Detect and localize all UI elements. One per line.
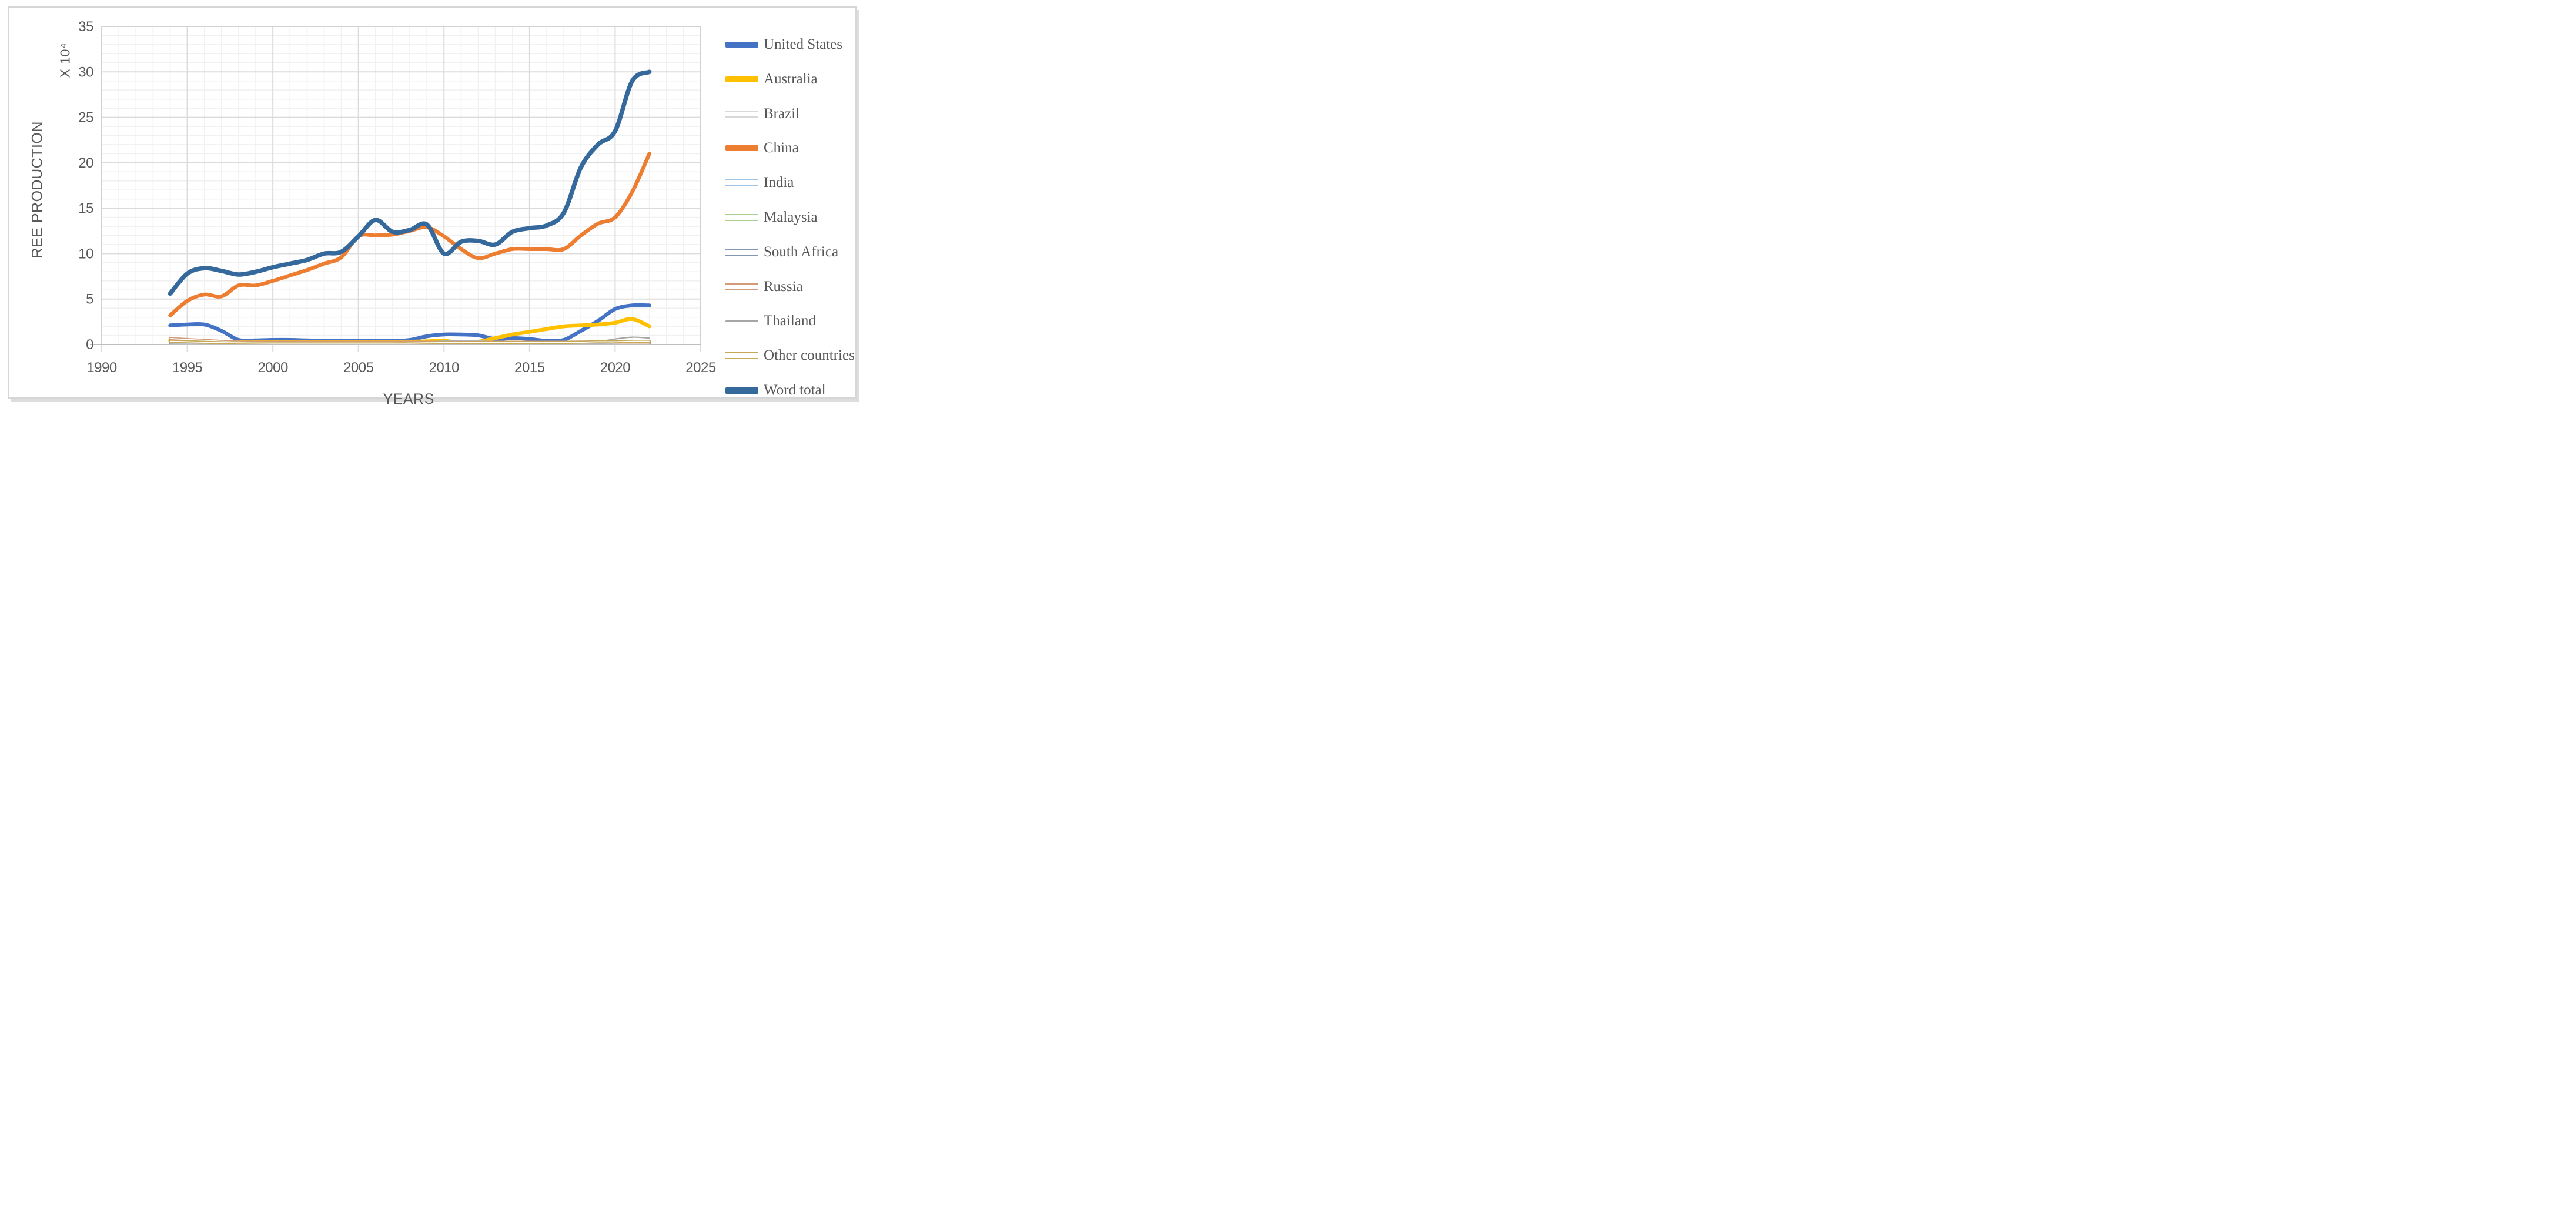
x-tick-label: 2010 — [429, 360, 460, 376]
legend-label-china: China — [764, 140, 799, 156]
y-tick-label: 25 — [78, 110, 93, 126]
screenshot-canvas: 1990 1995 2000 2005 2010 2015 2020 2025 0 5 10 15 20… — [0, 0, 859, 407]
legend-label-united-states: United States — [764, 36, 843, 52]
legend-label-thailand: Thailand — [764, 313, 816, 329]
series-line-core-other-countries — [170, 340, 650, 344]
series-line-word-total — [168, 69, 652, 296]
legend-item-brazil: Brazil — [725, 103, 799, 125]
y-tick-label: 15 — [78, 200, 93, 216]
legend-label-australia: Australia — [764, 71, 818, 87]
legend-item-thailand: Thailand — [725, 310, 816, 332]
legend-item-malaysia: Malaysia — [725, 207, 818, 228]
legend-swatch-china — [725, 145, 758, 152]
legend-item-united-states: United States — [725, 34, 842, 55]
legend-item-australia: Australia — [725, 69, 818, 90]
y-axis-title: REE PRODUCTION — [29, 121, 46, 259]
legend-item-china: China — [725, 138, 799, 159]
legend-label-south-africa: South Africa — [764, 243, 839, 260]
x-tick-label: 2005 — [343, 360, 374, 376]
x-tick-label: 2015 — [514, 360, 545, 376]
legend-swatch-australia — [725, 76, 758, 82]
legend-swatch-other-countries — [725, 352, 758, 360]
legend-item-south-africa: South Africa — [725, 242, 838, 263]
legend-label-other-countries: Other countries — [764, 347, 855, 364]
ree-production-line-chart: 1990 1995 2000 2005 2010 2015 2020 202505101520… — [78, 19, 716, 376]
x-tick-label: 1990 — [86, 360, 117, 376]
legend-swatch-malaysia — [725, 214, 758, 221]
legend-label-india: India — [764, 175, 794, 191]
y-tick-label: 20 — [78, 155, 93, 171]
legend-swatch-word-total — [725, 387, 758, 394]
legend-swatch-south-africa — [725, 248, 758, 256]
y-axis-multiplier-label: X 10⁴ — [57, 42, 73, 78]
y-tick-label: 30 — [78, 64, 93, 80]
legend-swatch-united-states — [725, 42, 758, 48]
legend-label-word-total: Word total — [764, 382, 826, 398]
y-tick-label: 5 — [86, 292, 93, 307]
chart-area: 1990 1995 2000 2005 2010 2015 2020 2025 0 5 10 15 20… — [9, 8, 855, 407]
legend-swatch-india — [725, 179, 758, 187]
x-tick-label: 2020 — [600, 360, 631, 376]
legend-item-other-countries: Other countries — [725, 345, 855, 366]
y-tick-label: 10 — [78, 246, 93, 262]
x-tick-label: 2000 — [257, 360, 288, 376]
legend-item-word-total: Word total — [725, 380, 826, 401]
chart-figure-frame: 1990 1995 2000 2005 2010 2015 2020 2025 0 5 10 15 20… — [8, 6, 857, 407]
legend-label-russia: Russia — [764, 278, 803, 295]
legend-label-brazil: Brazil — [764, 105, 800, 122]
legend-swatch-thailand — [725, 320, 758, 322]
y-tick-label: 0 — [86, 337, 93, 353]
y-tick-label: 35 — [78, 19, 93, 35]
legend-item-india: India — [725, 172, 794, 193]
x-axis-title: YEARS — [383, 391, 434, 407]
legend-item-russia: Russia — [725, 276, 803, 297]
legend-swatch-russia — [725, 283, 758, 290]
legend-swatch-brazil — [725, 110, 758, 118]
chart-legend: United States Australia Brazil China India Ma… — [725, 8, 859, 398]
x-tick-label: 2025 — [685, 360, 716, 376]
legend-label-malaysia: Malaysia — [764, 209, 818, 225]
x-tick-label: 1995 — [172, 360, 203, 376]
